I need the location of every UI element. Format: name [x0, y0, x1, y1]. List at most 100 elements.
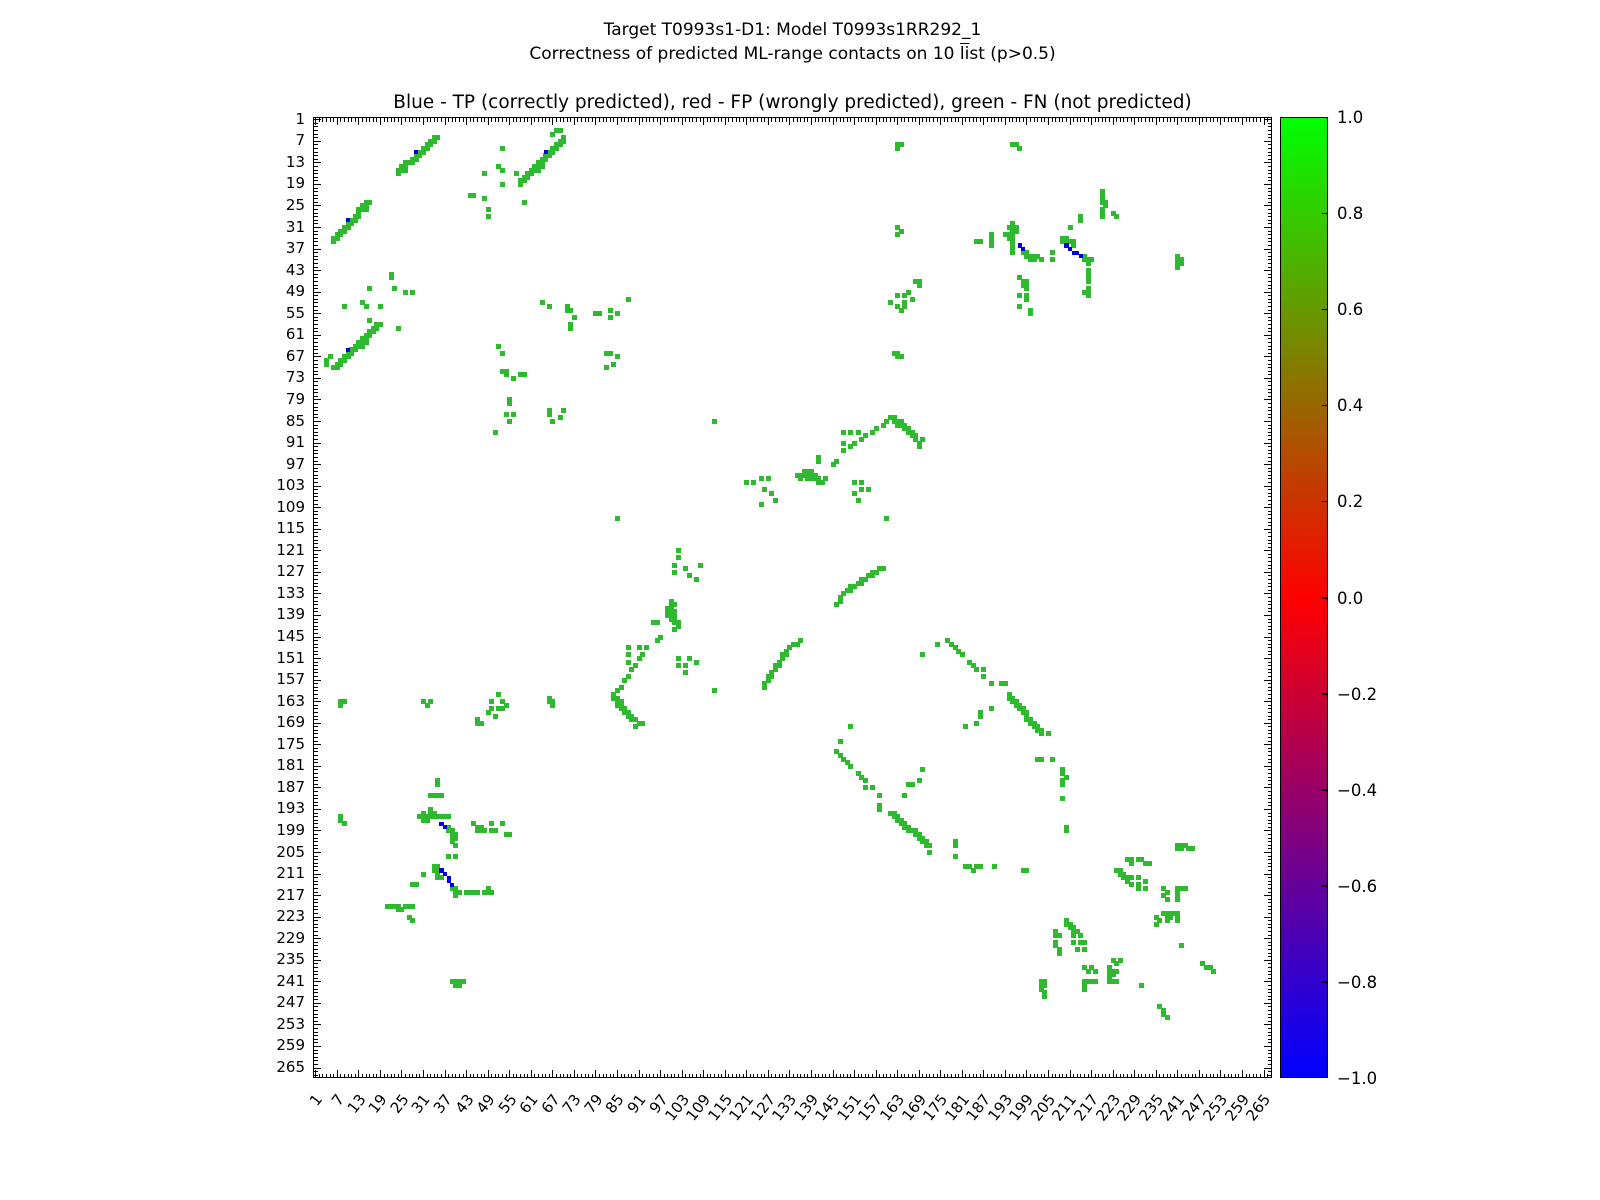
minor-tick	[775, 1073, 777, 1077]
fn-point	[611, 695, 617, 701]
fn-point	[783, 652, 789, 658]
minor-tick	[1267, 729, 1271, 731]
minor-tick	[314, 607, 318, 609]
minor-tick	[1267, 826, 1271, 828]
minor-tick	[836, 1073, 838, 1077]
fn-point	[553, 142, 559, 148]
minor-tick	[843, 1073, 845, 1077]
minor-tick	[1267, 230, 1271, 232]
minor-tick	[1267, 891, 1271, 893]
fn-point	[1010, 142, 1016, 148]
minor-tick	[534, 118, 536, 122]
fn-point	[446, 824, 452, 830]
minor-tick	[462, 1073, 464, 1077]
minor-tick	[1267, 259, 1271, 261]
fn-point	[1024, 293, 1030, 299]
fn-point	[808, 472, 814, 478]
minor-tick	[1267, 435, 1271, 437]
minor-tick	[771, 118, 773, 122]
fn-point	[324, 357, 330, 363]
fn-point	[1031, 724, 1037, 730]
fn-point	[1038, 727, 1044, 733]
fn-point	[1024, 282, 1030, 288]
minor-tick	[861, 118, 863, 122]
minor-tick	[314, 428, 318, 430]
fn-point	[352, 343, 358, 349]
minor-tick	[314, 586, 318, 588]
fn-point	[988, 243, 994, 248]
minor-tick	[764, 1073, 766, 1077]
fn-point	[672, 620, 678, 626]
fn-point	[1020, 250, 1026, 256]
fn-point	[952, 839, 958, 845]
fn-point	[762, 681, 768, 687]
fn-point	[1063, 828, 1069, 834]
minor-tick	[678, 118, 680, 122]
fn-point	[345, 354, 351, 360]
major-tick	[854, 1070, 856, 1077]
minor-tick	[326, 118, 328, 122]
minor-tick	[1267, 586, 1271, 588]
fn-point	[905, 426, 911, 432]
major-tick	[379, 118, 381, 125]
minor-tick	[731, 1073, 733, 1077]
fn-point	[1038, 756, 1044, 762]
minor-tick	[699, 118, 701, 122]
fn-point	[956, 648, 962, 654]
fn-point	[421, 699, 427, 705]
fn-point	[1168, 911, 1174, 917]
fn-point	[1175, 264, 1181, 270]
fn-point	[1135, 885, 1141, 891]
major-tick	[401, 118, 403, 125]
minor-tick	[1267, 1031, 1271, 1033]
major-tick	[314, 1067, 321, 1069]
minor-tick	[1267, 805, 1271, 807]
minor-tick	[1267, 241, 1271, 243]
minor-tick	[1073, 1073, 1075, 1077]
fn-point	[927, 842, 933, 848]
fn-point	[794, 641, 800, 647]
minor-tick	[441, 118, 442, 122]
y-tick-label: 211	[276, 864, 305, 883]
tp-point	[414, 150, 419, 155]
minor-tick	[1267, 1035, 1271, 1037]
minor-tick	[541, 118, 543, 122]
fn-point	[880, 566, 886, 572]
minor-tick	[314, 984, 318, 986]
minor-tick	[1267, 553, 1271, 555]
minor-tick	[314, 974, 318, 976]
minor-tick	[314, 338, 318, 340]
minor-tick	[1267, 155, 1271, 157]
fn-point	[873, 426, 879, 432]
minor-tick	[1249, 118, 1251, 122]
fn-point	[435, 792, 441, 798]
fn-point	[528, 171, 534, 177]
fn-point	[1010, 235, 1016, 241]
major-tick	[314, 830, 321, 832]
minor-tick	[314, 747, 318, 749]
minor-tick	[1267, 877, 1271, 879]
fn-point	[1060, 770, 1066, 776]
fn-point	[424, 814, 430, 820]
minor-tick	[782, 118, 784, 122]
minor-tick	[649, 1073, 651, 1077]
tp-point	[1064, 243, 1069, 248]
tp-point	[446, 875, 451, 880]
fn-point	[489, 828, 495, 834]
fn-point	[816, 480, 822, 486]
fn-point	[564, 304, 570, 310]
major-tick	[1264, 959, 1271, 961]
fn-point	[859, 580, 865, 586]
minor-tick	[314, 1017, 318, 1019]
minor-tick	[624, 1073, 626, 1077]
fn-point	[403, 160, 409, 166]
minor-tick	[329, 118, 331, 122]
minor-tick	[326, 1073, 328, 1077]
colorbar-tick-label: 0.2	[1337, 492, 1364, 512]
fn-point	[417, 814, 423, 820]
minor-tick	[473, 1073, 475, 1077]
minor-tick	[696, 1073, 698, 1077]
minor-tick	[1267, 1028, 1271, 1029]
minor-tick	[1267, 913, 1271, 915]
fn-point	[1200, 961, 1206, 967]
